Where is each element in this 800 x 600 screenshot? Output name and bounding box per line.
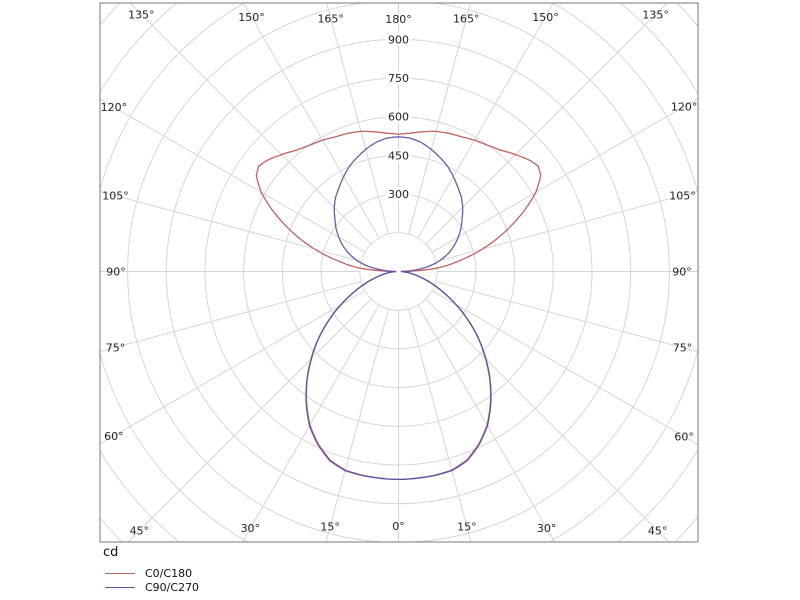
radial-tick-label: 750 bbox=[388, 72, 409, 85]
angle-tick-label: 75° bbox=[106, 341, 126, 354]
angle-tick-label: 150° bbox=[238, 11, 265, 24]
angle-grid-line bbox=[100, 290, 366, 445]
angle-tick-label: 30° bbox=[537, 522, 557, 535]
legend-entry-c0-c180: C0/C180 bbox=[105, 566, 199, 580]
radial-tick-label-bg bbox=[385, 71, 412, 85]
plot-frame bbox=[99, 2, 699, 543]
radial-tick-label-bg bbox=[385, 148, 412, 163]
angle-grid-line bbox=[325, 308, 389, 542]
radial-grid-circle bbox=[359, 232, 438, 311]
radial-tick-label-bg bbox=[385, 109, 412, 124]
angle-grid-line bbox=[417, 304, 556, 542]
angle-tick-label: 60° bbox=[104, 430, 124, 443]
legend-label-c0-c180: C0/C180 bbox=[145, 566, 193, 580]
angle-tick-label: 105° bbox=[102, 190, 129, 203]
angle-tick-label: 120° bbox=[101, 101, 128, 114]
angle-grid-line bbox=[408, 3, 471, 235]
angle-grid-line bbox=[129, 3, 372, 245]
angle-tick-label: 135° bbox=[128, 8, 155, 21]
angle-grid-line bbox=[431, 290, 698, 445]
radial-tick-label-bg bbox=[385, 32, 412, 47]
angle-grid-line bbox=[100, 281, 362, 353]
angle-tick-label: 0° bbox=[392, 520, 405, 533]
angle-tick-label: 120° bbox=[671, 101, 698, 114]
angle-tick-label: 105° bbox=[669, 189, 696, 202]
series-curve-c90-c270 bbox=[305, 136, 492, 481]
angle-grid-line bbox=[100, 98, 366, 253]
angle-tick-label: 15° bbox=[320, 521, 340, 534]
radial-tick-label-bg bbox=[385, 187, 412, 202]
angle-tick-label: 150° bbox=[532, 11, 559, 24]
angle-tick-label: 90° bbox=[672, 266, 692, 279]
angle-grid-line bbox=[242, 3, 380, 239]
angle-tick-label: 135° bbox=[642, 8, 669, 21]
legend-line-c90-c270-icon bbox=[105, 586, 135, 588]
angle-grid-line bbox=[326, 3, 389, 235]
angle-grid-line bbox=[431, 98, 698, 253]
angle-tick-label: 45° bbox=[130, 525, 150, 538]
angle-grid-line bbox=[425, 3, 668, 245]
angle-grid-line bbox=[425, 298, 670, 542]
angle-tick-label: 75° bbox=[673, 342, 693, 355]
radial-tick-label: 600 bbox=[388, 111, 409, 124]
radial-axis-unit-label: cd bbox=[103, 545, 119, 560]
angle-tick-label: 15° bbox=[457, 521, 477, 534]
angle-tick-label: 60° bbox=[674, 430, 694, 443]
angle-tick-label: 180° bbox=[385, 13, 412, 26]
legend-line-c0-c180-icon bbox=[105, 572, 135, 574]
angle-tick-label: 165° bbox=[453, 12, 480, 25]
radial-tick-label: 900 bbox=[388, 33, 409, 46]
angle-tick-label: 45° bbox=[648, 525, 668, 538]
angle-tick-label: 90° bbox=[106, 266, 126, 279]
radial-tick-label: 450 bbox=[388, 149, 409, 162]
angle-grid-line bbox=[127, 298, 372, 542]
angle-tick-label: 30° bbox=[241, 522, 261, 535]
legend-entry-c90-c270: C90/C270 bbox=[105, 580, 199, 594]
radial-tick-label: 300 bbox=[388, 188, 409, 201]
angle-grid-line bbox=[417, 3, 555, 239]
chart-legend: C0/C180 C90/C270 bbox=[105, 566, 199, 594]
angle-grid-line bbox=[408, 308, 472, 542]
angle-tick-label: 165° bbox=[317, 12, 344, 25]
angle-grid-line bbox=[435, 281, 698, 353]
angle-grid-line bbox=[100, 190, 362, 262]
angle-grid-line bbox=[435, 190, 698, 262]
angle-grid-line bbox=[241, 304, 380, 542]
legend-label-c90-c270: C90/C270 bbox=[145, 580, 200, 594]
